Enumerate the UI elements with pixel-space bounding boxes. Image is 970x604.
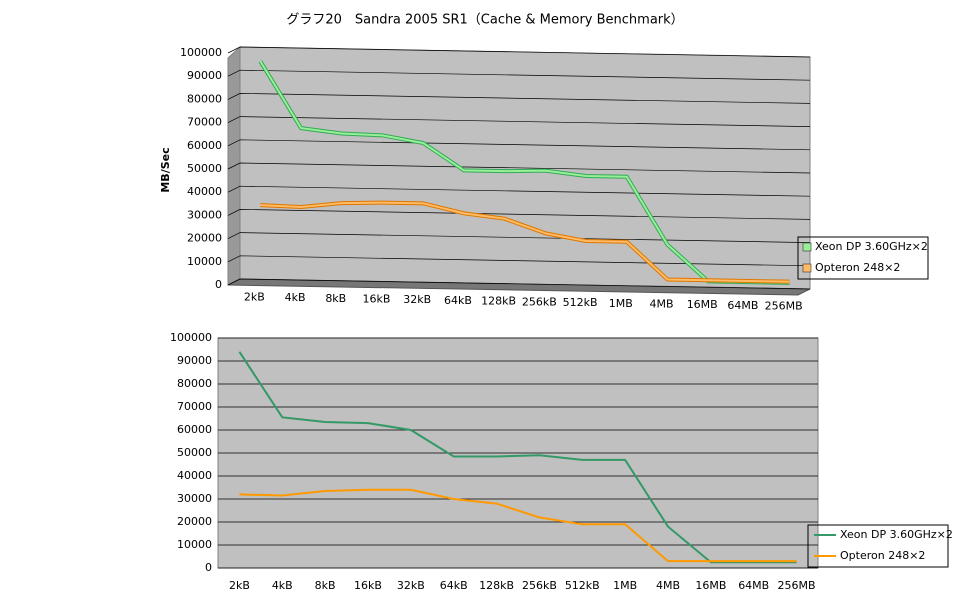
- grid-line: [227, 255, 811, 267]
- legend-label: Opteron 248×2: [815, 261, 900, 274]
- grid-line: [227, 162, 811, 174]
- y-tick-label: 50000: [187, 162, 222, 175]
- x-tick-label: 256kB: [522, 295, 557, 308]
- y-tick-label: 10000: [187, 255, 222, 268]
- x-tick-label: 4kB: [272, 579, 293, 592]
- y-tick-label: 30000: [187, 208, 222, 221]
- y-tick-label: 90000: [177, 354, 212, 367]
- x-tick-label: 64kB: [444, 294, 472, 307]
- y-tick-label: 0: [205, 561, 212, 574]
- y-tick-label: 100000: [170, 331, 212, 344]
- y-tick-label: 100000: [180, 46, 222, 59]
- y-tick-label: 70000: [177, 400, 212, 413]
- x-tick-label: 2kB: [244, 290, 265, 303]
- x-tick-label: 128kB: [481, 295, 516, 308]
- y-tick-label: 50000: [177, 446, 212, 459]
- x-tick-label: 256kB: [522, 579, 557, 592]
- grid-line: [227, 46, 811, 58]
- y-tick-label: 0: [215, 278, 222, 291]
- x-tick-label: 64MB: [727, 299, 758, 312]
- y-axis-label: MB/Sec: [159, 147, 172, 192]
- grid-line: [227, 69, 811, 81]
- y-tick-label: 40000: [187, 185, 222, 198]
- x-tick-label: 128kB: [479, 579, 514, 592]
- legend-box: [807, 524, 949, 568]
- y-tick-label: 70000: [187, 116, 222, 129]
- x-tick-label: 32kB: [397, 579, 425, 592]
- grid-line: [227, 278, 811, 290]
- grid-line: [227, 185, 811, 197]
- y-tick-label: 20000: [187, 232, 222, 245]
- legend-swatch: [802, 242, 812, 252]
- x-tick-label: 16kB: [354, 579, 382, 592]
- series-line: [238, 351, 797, 564]
- x-tick-label: 1MB: [609, 297, 633, 310]
- x-tick-label: 4kB: [285, 291, 306, 304]
- x-tick-label: 512kB: [563, 296, 598, 309]
- y-tick-label: 30000: [177, 492, 212, 505]
- grid-line: [227, 232, 811, 243]
- legend-label: Opteron 248×2: [840, 549, 925, 562]
- chart-title: グラフ20 Sandra 2005 SR1（Cache & Memory Ben…: [286, 13, 683, 28]
- x-tick-label: 4MB: [656, 579, 680, 592]
- y-tick-label: 40000: [177, 469, 212, 482]
- legend-label: Xeon DP 3.60GHz×2: [840, 528, 953, 541]
- y-tick-label: 90000: [187, 69, 222, 82]
- grid-line: [227, 139, 811, 151]
- y-tick-label: 20000: [177, 515, 212, 528]
- x-tick-label: 512kB: [565, 579, 600, 592]
- x-tick-label: 64MB: [738, 579, 769, 592]
- series-line: [239, 488, 797, 563]
- series-line: [260, 201, 790, 283]
- legend-box: [797, 236, 929, 280]
- grid-line: [227, 209, 811, 220]
- x-tick-label: 256MB: [765, 300, 803, 313]
- y-tick-label: 80000: [177, 377, 212, 390]
- legend-label: Xeon DP 3.60GHz×2: [815, 240, 928, 253]
- y-tick-label: 10000: [177, 538, 212, 551]
- grid-line: [227, 116, 811, 127]
- x-tick-label: 16MB: [695, 579, 726, 592]
- x-tick-label: 256MB: [778, 579, 816, 592]
- y-tick-label: 60000: [177, 423, 212, 436]
- x-tick-label: 16MB: [687, 298, 718, 311]
- y-tick-label: 60000: [187, 139, 222, 152]
- x-tick-label: 4MB: [649, 298, 673, 311]
- x-tick-label: 1MB: [613, 579, 637, 592]
- legend-swatch: [802, 263, 812, 273]
- x-tick-label: 32kB: [403, 293, 431, 306]
- x-tick-label: 16kB: [363, 293, 391, 306]
- x-tick-label: 8kB: [325, 292, 346, 305]
- x-tick-label: 64kB: [440, 579, 468, 592]
- x-tick-label: 8kB: [315, 579, 336, 592]
- y-tick-label: 80000: [187, 92, 222, 105]
- grid-line: [227, 93, 811, 104]
- x-tick-label: 2kB: [229, 579, 250, 592]
- series-line: [259, 60, 790, 284]
